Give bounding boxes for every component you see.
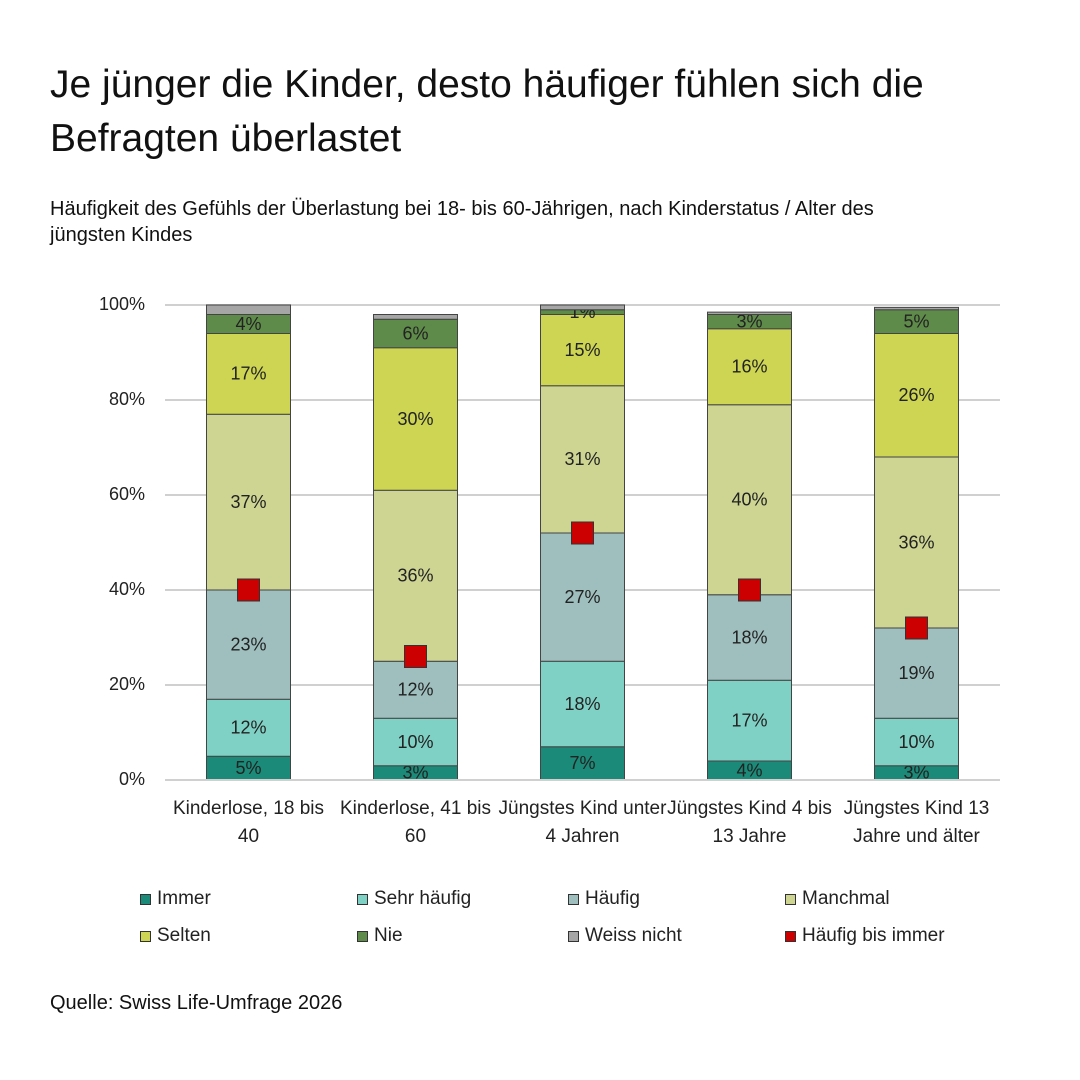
legend-label: Selten [157,925,211,946]
bar-segment [874,333,959,458]
legend-label: Häufig bis immer [802,925,945,946]
y-tick-label: 40% [109,579,145,599]
bar-segment [707,594,792,681]
legend-swatch [568,930,579,942]
bar-segment [373,489,458,662]
legend-label: Immer [157,888,211,909]
data-label: 15% [564,340,600,360]
legend-item: Selten [140,925,211,947]
bar-segment [707,328,792,406]
data-label: 31% [564,449,600,469]
bar-segment [373,318,458,349]
bar-segment [540,746,625,781]
bar-segment [540,314,625,387]
legend-swatch [357,893,368,905]
data-label: 5% [903,311,929,331]
legend-item: Sehr häufig [357,888,471,910]
legend-swatch [140,930,151,942]
legend-item: Weiss nicht [568,925,682,947]
y-tick-label: 0% [119,769,145,789]
data-label: 3% [736,311,762,331]
marker [237,578,260,602]
bar-segment [206,413,291,591]
legend-label: Nie [374,925,403,946]
source: Quelle: Swiss Life-Umfrage 2026 [50,992,343,1014]
data-label: 4% [736,760,762,780]
bar-segment [206,304,291,315]
marker [738,578,761,602]
bar-segment [373,660,458,719]
data-label: 26% [898,385,934,405]
data-label: 40% [731,490,767,510]
data-label: 36% [397,566,433,586]
marker [905,616,928,640]
legend-label: Manchmal [802,888,890,909]
x-tick-label: Jüngstes Kind 4 bis 13 Jahre [667,798,832,847]
y-tick-label: 20% [109,674,145,694]
data-label: 18% [731,627,767,647]
legend-label: Häufig [585,888,640,909]
legend-item: Häufig bis immer [785,925,945,947]
bar-segment [540,304,625,311]
bar-segment [206,333,291,415]
data-label: 4% [235,314,261,334]
chart-subtitle: Häufigkeit des Gefühls der Überlastung b… [50,198,874,246]
bar-segment [540,532,625,662]
marker [571,521,594,545]
legend-swatch [568,893,579,905]
legend-label: Sehr häufig [374,888,472,909]
data-label: 10% [397,732,433,752]
bar-segment [707,679,792,762]
data-label: 6% [402,323,428,343]
bar-segment [373,314,458,320]
bar-segment [540,660,625,748]
bar-segment [874,456,959,629]
legend-swatch [140,893,151,905]
data-label: 17% [731,710,767,730]
data-label: 17% [230,364,266,384]
legend-swatch [357,930,368,942]
data-label: 12% [230,718,266,738]
data-label: 37% [230,492,266,512]
y-tick-label: 60% [109,484,145,504]
x-tick-label: Kinderlose, 41 bis 60 [339,798,492,847]
x-tick-label: Kinderlose, 18 bis 40 [172,798,325,847]
chart-title: Je jünger die Kinder, desto häufiger füh… [50,63,924,160]
bar-segment [874,306,959,311]
legend-item: Häufig [568,888,640,910]
data-label: 30% [397,409,433,429]
legend-label: Weiss nicht [585,925,682,946]
data-label: 10% [898,732,934,752]
legend-swatch [785,930,796,942]
data-label: 36% [898,532,934,552]
bar-segment [874,627,959,719]
bar-segment [707,311,792,315]
data-label: 7% [569,753,595,773]
legend-swatch [785,893,796,905]
bar-segment [373,347,458,491]
data-label: 12% [397,680,433,700]
data-label: 27% [564,587,600,607]
data-label: 3% [903,763,929,783]
legend-item: Manchmal [785,888,890,910]
data-label: 3% [402,763,428,783]
bar-segment [874,717,959,767]
bar-segment [206,698,291,757]
legend-item: Nie [357,925,403,947]
data-label: 19% [898,663,934,683]
data-label: 23% [230,634,266,654]
y-tick-label: 80% [109,389,145,409]
x-tick-label: Jüngstes Kind 13 Jahre und älter [843,798,990,847]
bar-segment [206,589,291,700]
data-label: 5% [235,758,261,778]
data-label: 16% [731,357,767,377]
marker [404,645,427,668]
x-tick-label: Jüngstes Kind unter 4 Jahren [498,798,667,847]
data-label: 18% [564,694,600,714]
y-tick-label: 100% [99,294,145,314]
legend-item: Immer [140,888,211,910]
